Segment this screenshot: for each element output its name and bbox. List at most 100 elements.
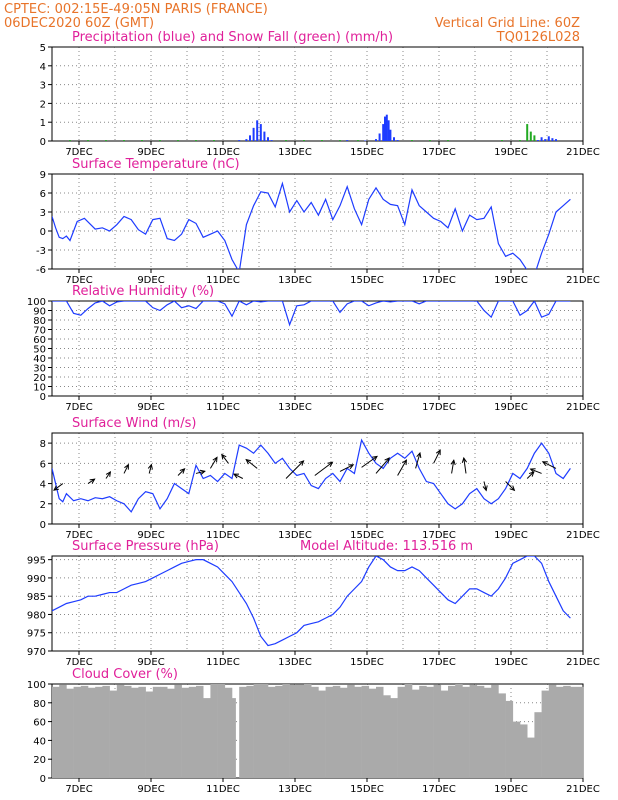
precip-bar	[384, 116, 386, 141]
x-tick-label: 13DEC	[278, 275, 312, 286]
cloud-bar	[268, 686, 276, 778]
cloud-bar	[181, 687, 190, 778]
x-tick-label: 9DEC	[137, 275, 164, 286]
cloud-bar	[239, 686, 247, 778]
cloud-bar	[66, 688, 74, 778]
cloud-bar	[412, 689, 420, 778]
x-tick-label: 15DEC	[350, 402, 384, 413]
wind-arrow-head	[371, 455, 378, 462]
x-tick-label: 7DEC	[65, 275, 92, 286]
panel-frame	[51, 300, 584, 397]
precip-bar	[249, 135, 251, 141]
cloud-bar	[570, 686, 584, 778]
wind-arrow	[195, 470, 205, 474]
cloud-bar	[80, 685, 89, 778]
y-tick-label: 980	[27, 610, 46, 621]
x-tick-label: 9DEC	[137, 147, 164, 158]
x-tick-label: 11DEC	[206, 402, 240, 413]
cloud-bar	[433, 684, 442, 778]
cloud-bar	[260, 684, 269, 778]
header-date: 06DEC2020 60Z (GMT)	[4, 16, 154, 31]
x-tick-label: 15DEC	[350, 530, 384, 541]
wind-arrow-head	[509, 485, 516, 492]
panel-title: Surface Temperature (nC)	[72, 157, 240, 172]
cloud-bar	[426, 686, 434, 778]
header-location: CPTEC: 002:15E-49:05N PARIS (FRANCE)	[4, 2, 268, 17]
cloud-bar	[534, 712, 542, 778]
cloud-bar	[462, 686, 470, 778]
wind-arrow-head	[327, 461, 334, 467]
wind-arrow-head	[348, 464, 355, 470]
x-tick-label: 7DEC	[65, 147, 92, 158]
cloud-bar	[527, 737, 535, 778]
cloud-bar	[102, 685, 110, 778]
cloud-bar	[498, 693, 506, 778]
cloud-bar	[203, 698, 211, 778]
precip-bar	[87, 140, 89, 141]
y-tick-label: 100	[27, 297, 46, 308]
y-tick-label: 30	[33, 364, 46, 375]
cloud-bar	[484, 687, 492, 778]
y-tick-label: 975	[27, 629, 46, 640]
panel-0: 0 1 2 3 4 5 7DEC 9DEC 11DEC 13DEC 15DEC 17DEC 19DEC 2…	[40, 30, 600, 158]
cloud-bar	[476, 685, 485, 778]
cloud-bar	[73, 686, 82, 778]
wind-arrow	[483, 481, 487, 491]
cloud-bar	[246, 685, 254, 778]
precip-bar	[533, 135, 536, 141]
x-tick-label: 17DEC	[422, 530, 456, 541]
precip-bar	[547, 136, 550, 141]
panel-frame	[51, 46, 584, 142]
wind-arrow	[87, 478, 95, 484]
y-tick-label: 0	[40, 137, 46, 148]
y-tick-label: 20	[33, 373, 46, 384]
precip-bar	[537, 140, 539, 141]
x-tick-label: 11DEC	[206, 657, 240, 668]
precip-bar	[321, 140, 323, 141]
y-tick-label: 5	[40, 43, 46, 54]
x-tick-label: 21DEC	[566, 275, 600, 286]
cloud-bar	[59, 684, 67, 778]
cloud-bar	[196, 685, 204, 778]
precip-bar	[382, 124, 385, 141]
cloud-bar	[563, 685, 571, 778]
x-tick-label: 7DEC	[65, 530, 92, 541]
wind-arrow	[245, 459, 258, 469]
wind-arrow	[339, 464, 354, 472]
cloud-bar	[296, 684, 305, 778]
y-tick-label: 80	[33, 316, 46, 327]
precip-bar	[123, 140, 125, 141]
wind-arrow	[397, 459, 407, 476]
wind-arrow-head	[416, 451, 422, 459]
wind-arrow	[177, 468, 185, 476]
x-tick-label: 15DEC	[350, 784, 384, 795]
cloud-bar	[52, 686, 60, 778]
wind-arrow-head	[89, 478, 96, 484]
wind-arrow	[530, 468, 542, 474]
x-tick-label: 13DEC	[278, 530, 312, 541]
cloud-bar	[383, 695, 391, 778]
panel-frame	[51, 555, 584, 652]
cloud-bar	[505, 700, 514, 778]
y-tick-label: 2	[40, 500, 46, 511]
cloud-bar	[145, 691, 154, 778]
wind-arrow	[433, 449, 441, 464]
precip-bar	[177, 140, 179, 141]
precip-bar	[141, 140, 143, 141]
cloud-bar	[232, 698, 236, 778]
cloud-bar	[167, 688, 175, 778]
x-tick-label: 15DEC	[350, 147, 384, 158]
x-tick-label: 15DEC	[350, 275, 384, 286]
cloud-bar	[368, 688, 377, 778]
cloud-bar	[217, 684, 226, 778]
cloud-bar	[520, 724, 528, 778]
cloud-bar	[347, 684, 355, 778]
x-tick-label: 7DEC	[65, 402, 92, 413]
precip-bar	[357, 140, 359, 141]
y-tick-label: 0	[40, 774, 46, 785]
cloud-bar	[253, 684, 262, 778]
precip-bar	[411, 140, 413, 141]
y-tick-label: -3	[36, 246, 46, 257]
precip-bar	[303, 140, 305, 141]
